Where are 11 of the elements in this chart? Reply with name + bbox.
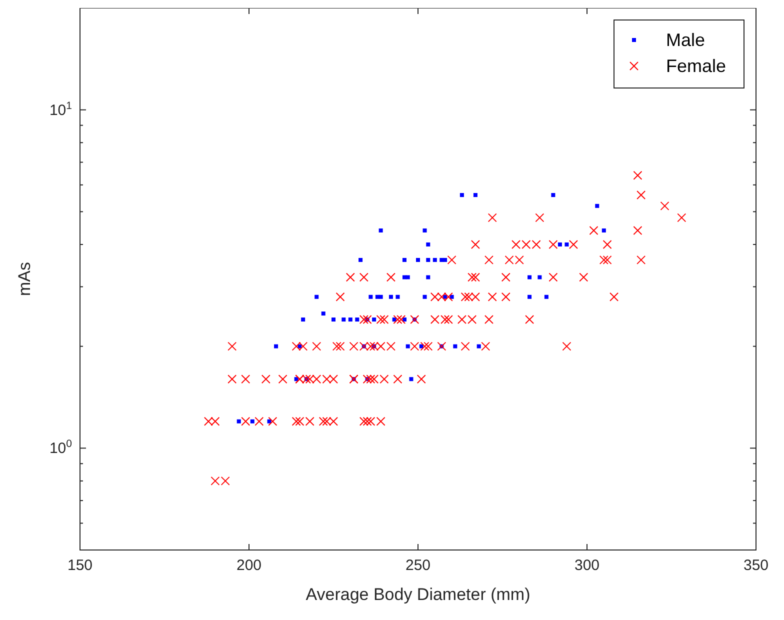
- y-tick-label: 10$^{1}$: [49, 100, 72, 119]
- legend-label: Male: [666, 30, 706, 50]
- x-tick-label: 250: [405, 557, 431, 574]
- x-tick-label: 150: [67, 557, 93, 574]
- x-tick-label: 300: [574, 557, 600, 574]
- y-axis-title: mAs: [15, 262, 34, 296]
- legend-label: Female: [666, 56, 726, 76]
- x-tick-label: 200: [236, 557, 262, 574]
- y-tick-label: 10$^{0}$: [49, 438, 72, 458]
- x-tick-label: 350: [743, 557, 769, 574]
- x-axis-title: Average Body Diameter (mm): [306, 585, 530, 604]
